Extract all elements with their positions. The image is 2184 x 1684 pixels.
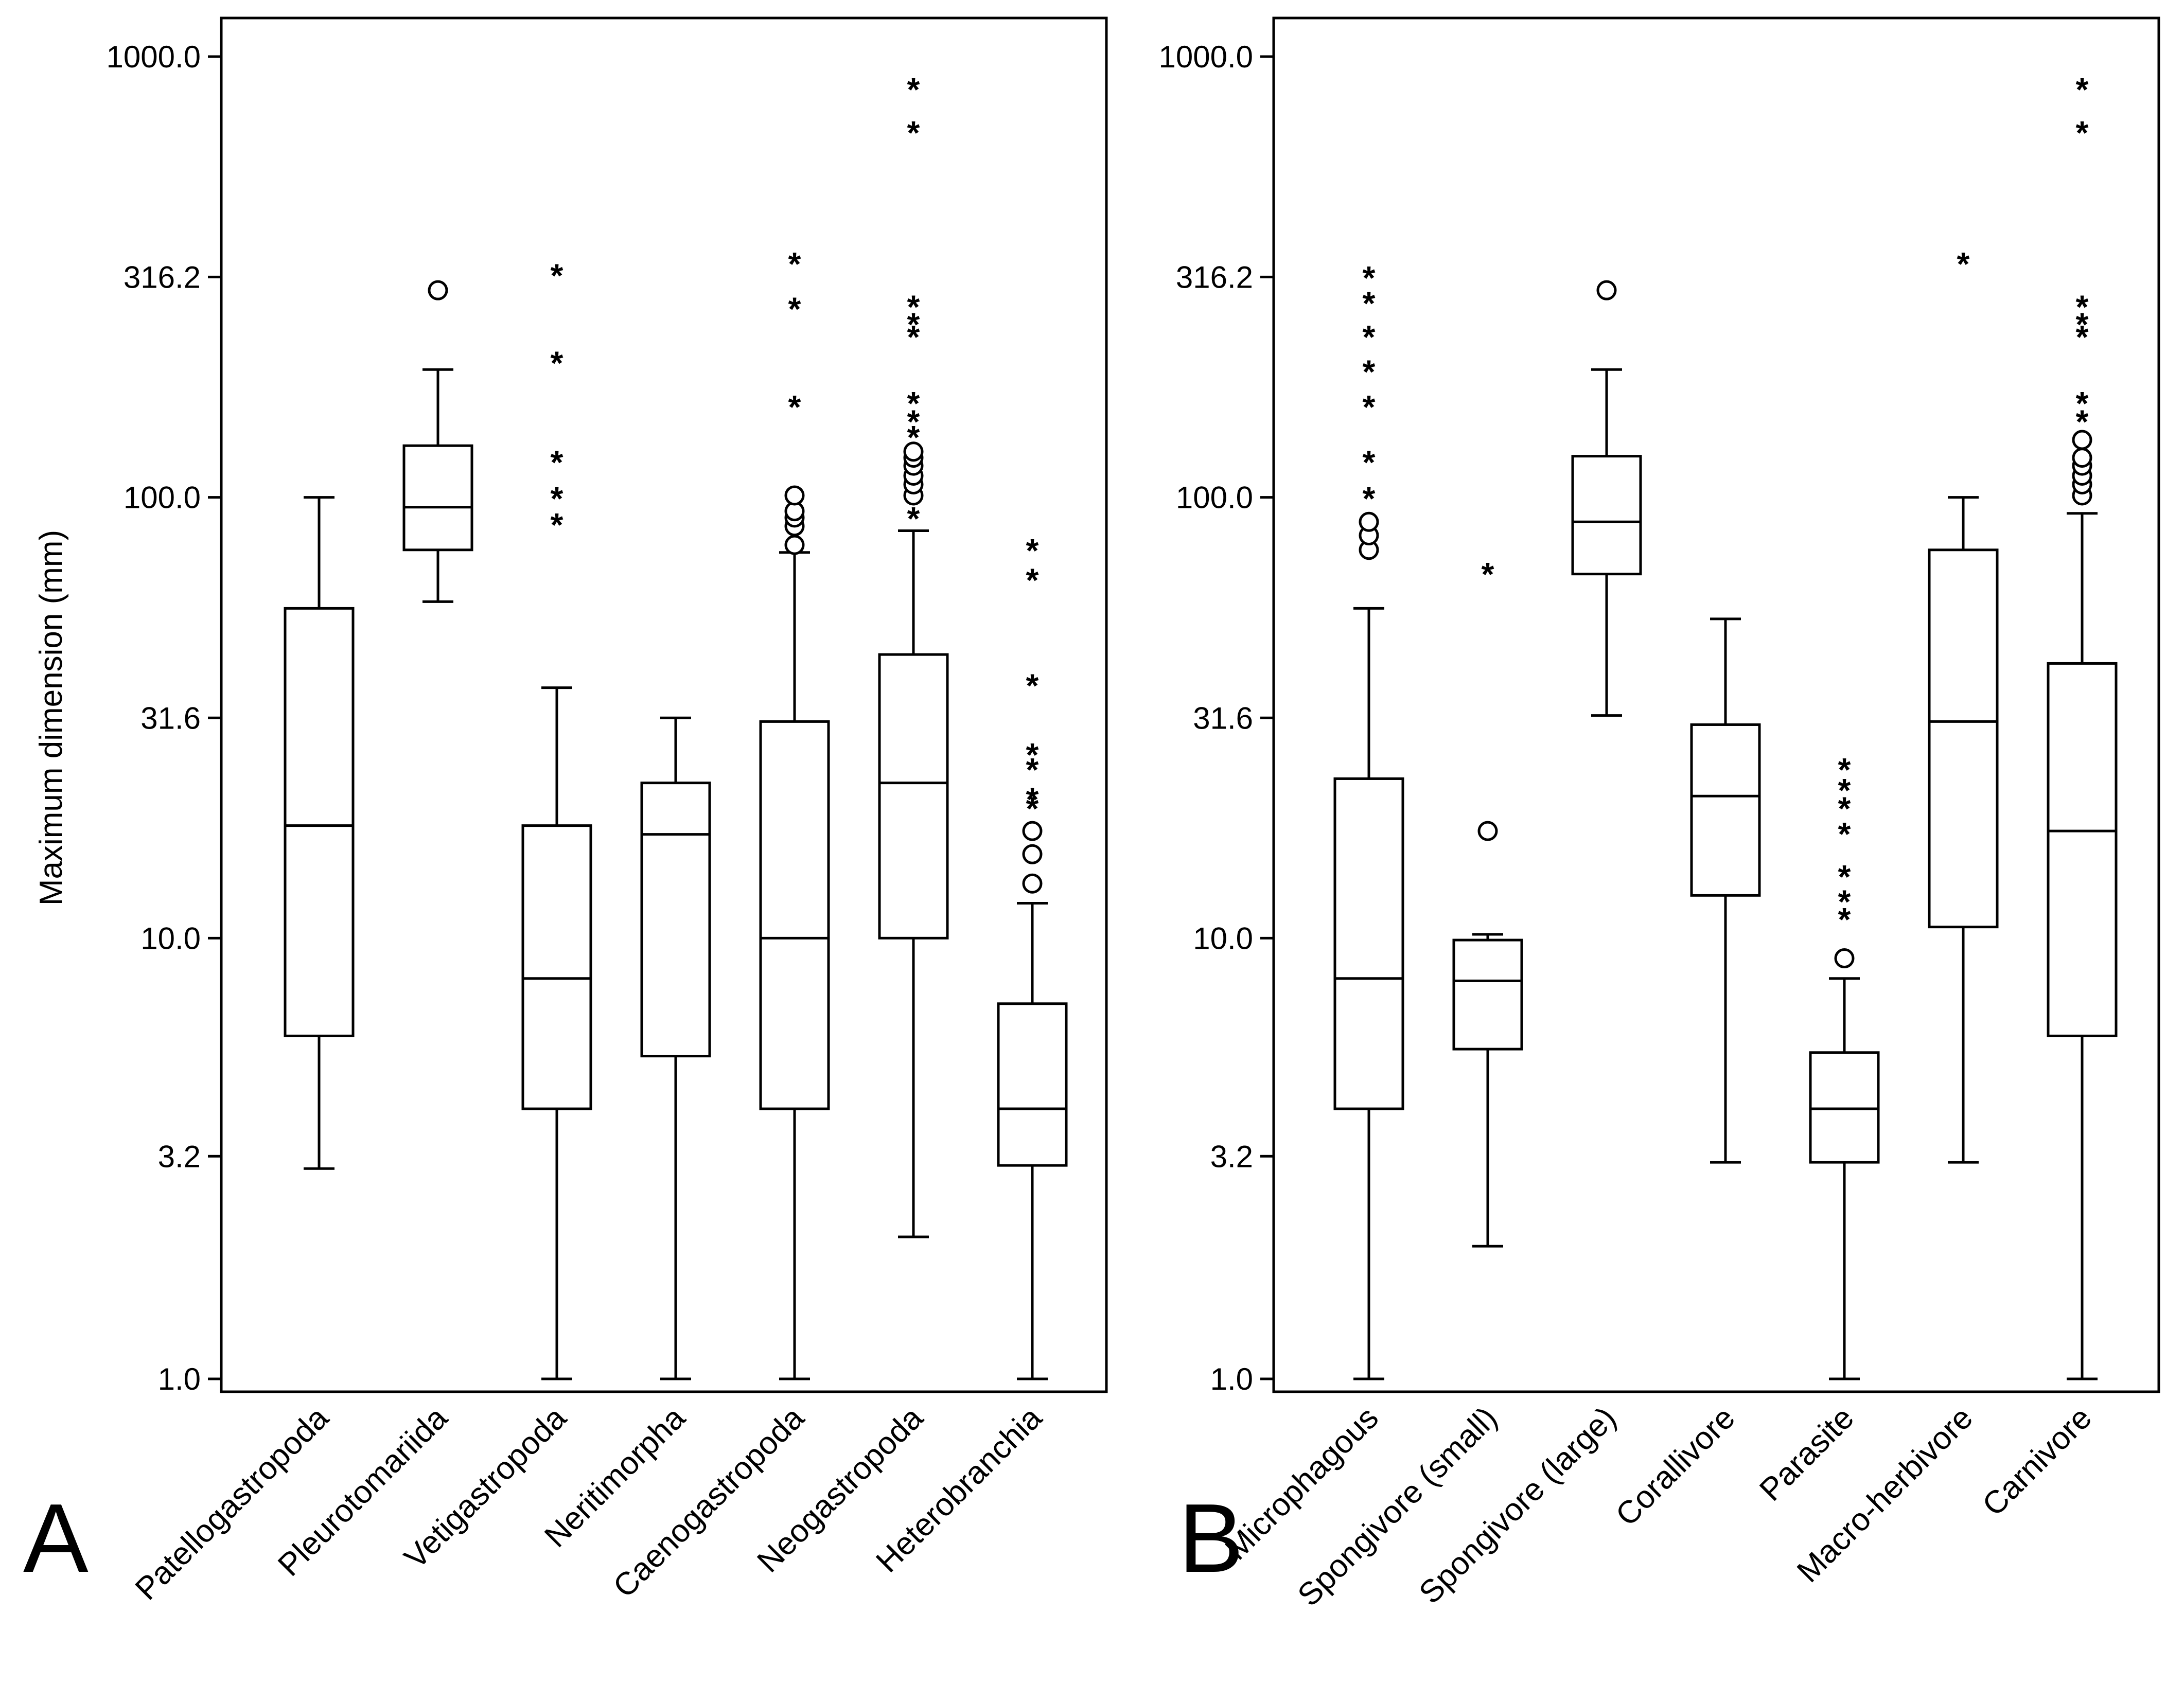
extreme-point: *	[1026, 532, 1039, 569]
panel-letter: A	[23, 1484, 89, 1593]
y-tick-label: 3.2	[1210, 1139, 1253, 1174]
box-iqr	[1333, 777, 1404, 1110]
extreme-point: *	[2076, 114, 2089, 151]
extreme-point: *	[1026, 751, 1039, 788]
extreme-point: *	[1838, 772, 1851, 809]
extreme-point: *	[2076, 306, 2089, 343]
outlier-point	[1596, 280, 1617, 300]
outlier-point	[784, 535, 805, 555]
box-iqr	[521, 824, 592, 1110]
outlier-point	[1022, 844, 1043, 864]
extreme-point: *	[2076, 288, 2089, 325]
box-iqr	[640, 782, 711, 1058]
extreme-point: *	[907, 419, 920, 456]
y-tick-label: 10.0	[140, 921, 201, 955]
y-tick-label: 31.6	[1193, 701, 1253, 735]
extreme-point: *	[1838, 858, 1851, 895]
y-tick-label: 31.6	[140, 701, 201, 735]
extreme-point: *	[907, 114, 920, 151]
extreme-point: *	[907, 500, 920, 537]
y-tick-label: 3.2	[158, 1139, 201, 1174]
extreme-point: *	[788, 388, 801, 426]
box-iqr	[1571, 455, 1642, 576]
y-tick-label: 1000.0	[106, 40, 201, 74]
extreme-point: *	[1482, 556, 1494, 593]
outlier-point	[1022, 873, 1043, 894]
extreme-point: *	[2076, 403, 2089, 440]
extreme-point: *	[1838, 790, 1851, 827]
extreme-point: *	[1363, 444, 1376, 481]
extreme-point: *	[1838, 883, 1851, 920]
y-tick-label: 100.0	[1176, 481, 1253, 515]
extreme-point: *	[907, 306, 920, 343]
extreme-point: *	[1026, 736, 1039, 773]
extreme-point: *	[1363, 259, 1376, 296]
y-tick-label: 1.0	[158, 1362, 201, 1396]
y-axis-title: Maximum dimension (mm)	[33, 530, 69, 906]
extreme-point: *	[551, 444, 563, 481]
box-iqr	[759, 720, 830, 1110]
box-iqr	[1809, 1051, 1880, 1164]
extreme-point: *	[1363, 353, 1376, 390]
box-iqr	[1690, 723, 1761, 897]
extreme-point: *	[1026, 561, 1039, 598]
box-iqr	[402, 444, 473, 552]
extreme-point: *	[2076, 318, 2089, 356]
box-iqr	[2047, 662, 2118, 1037]
extreme-point: *	[1026, 667, 1039, 704]
outlier-point	[2072, 430, 2092, 450]
y-tick-label: 1.0	[1210, 1362, 1253, 1396]
extreme-point: *	[1363, 285, 1376, 322]
extreme-point: *	[907, 403, 920, 440]
extreme-point: *	[551, 345, 563, 382]
extreme-point: *	[2076, 71, 2089, 108]
extreme-point: *	[907, 71, 920, 108]
outlier-point	[428, 280, 448, 300]
outlier-point	[1022, 821, 1043, 841]
extreme-point: *	[1957, 245, 1970, 282]
outlier-point	[903, 441, 924, 462]
y-tick-label: 10.0	[1193, 921, 1253, 955]
box-iqr	[997, 1002, 1068, 1167]
outlier-point	[1834, 948, 1855, 969]
extreme-point: *	[907, 318, 920, 356]
box-iqr	[1452, 938, 1523, 1051]
y-tick-label: 100.0	[124, 481, 201, 515]
extreme-point: *	[551, 480, 563, 517]
plot-frame	[220, 16, 1108, 1393]
y-tick-label: 316.2	[124, 260, 201, 294]
extreme-point: *	[1363, 480, 1376, 517]
extreme-point: *	[907, 385, 920, 422]
extreme-point: *	[907, 288, 920, 325]
outlier-point	[1359, 511, 1379, 532]
extreme-point: *	[788, 290, 801, 327]
box-iqr	[878, 653, 949, 940]
box-iqr	[284, 607, 355, 1037]
y-tick-label: 316.2	[1176, 260, 1253, 294]
extreme-point: *	[2076, 385, 2089, 422]
outlier-point	[1477, 821, 1498, 841]
extreme-point: *	[1363, 318, 1376, 356]
extreme-point: *	[1838, 751, 1851, 788]
plot-frame	[1272, 16, 2160, 1393]
box-iqr	[1928, 548, 1999, 929]
extreme-point: *	[1363, 388, 1376, 426]
panel-letter: B	[1178, 1484, 1244, 1593]
extreme-point: *	[551, 257, 563, 294]
outlier-point	[2072, 448, 2092, 468]
y-tick-label: 1000.0	[1158, 40, 1253, 74]
extreme-point: *	[1838, 901, 1851, 938]
extreme-point: *	[788, 245, 801, 282]
extreme-point: *	[1026, 790, 1039, 827]
extreme-point: *	[551, 506, 563, 543]
extreme-point: *	[1838, 816, 1851, 853]
outlier-point	[784, 485, 805, 506]
extreme-point: *	[1026, 781, 1039, 818]
